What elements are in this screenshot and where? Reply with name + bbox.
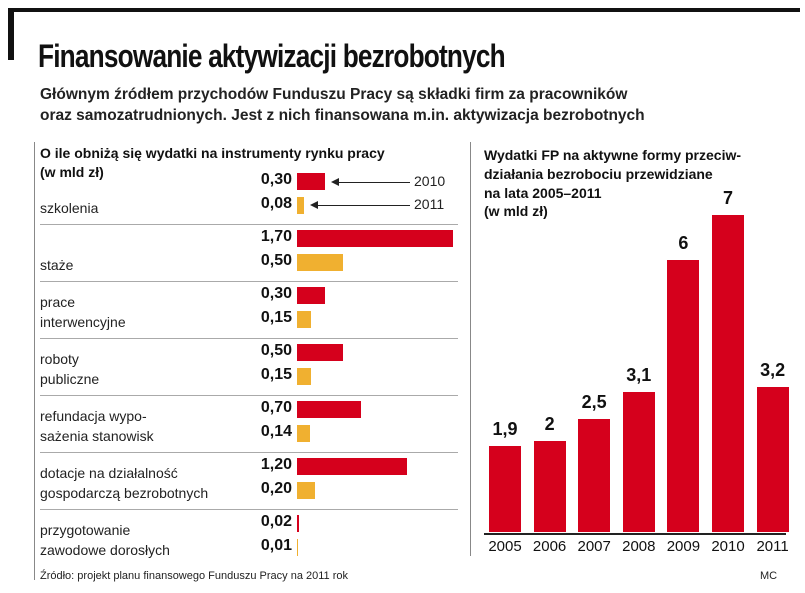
value-label: 0,15 [260, 366, 292, 383]
legend-arrowhead [330, 178, 339, 186]
bar [297, 515, 299, 532]
bar [297, 425, 310, 442]
category-label: dotacje na działalność gospodarczą bezro… [40, 465, 209, 501]
x-tick-label: 2010 [711, 538, 745, 555]
bar [578, 418, 611, 532]
category-label: roboty publiczne [40, 351, 100, 387]
value-label: 2 [544, 414, 555, 435]
legend-label: 2010 [414, 173, 446, 189]
bar [489, 445, 521, 532]
x-tick-label: 2007 [577, 538, 611, 555]
bar [297, 539, 298, 556]
bar [756, 387, 789, 532]
x-axis [484, 533, 786, 535]
x-tick-label: 2005 [488, 538, 522, 555]
value-label: 0,70 [260, 399, 292, 416]
right-unit: (w mld zł) [484, 203, 548, 219]
row-divider [40, 281, 458, 282]
bar [297, 197, 305, 214]
legend-arrowhead [310, 201, 319, 209]
value-label: 0,01 [260, 537, 292, 554]
value-label: 0,20 [260, 480, 292, 497]
value-label: 0,14 [260, 423, 292, 440]
category-label: przygotowanie zawodowe dorosłych [40, 522, 170, 558]
bar [297, 173, 325, 190]
value-label: 2,5 [581, 391, 607, 412]
bar [712, 215, 744, 532]
value-label: 0,15 [260, 309, 292, 326]
value-label: 0,02 [260, 513, 292, 530]
bar [297, 254, 343, 271]
left-unit: (w mld zł) [40, 164, 104, 180]
value-label: 6 [678, 233, 689, 254]
corner-left [8, 8, 14, 60]
legend-label: 2011 [414, 196, 445, 212]
legend-arrow [316, 205, 410, 206]
separator [470, 142, 471, 556]
value-label: 0,50 [260, 342, 292, 359]
row-divider [40, 338, 458, 339]
value-label: 1,9 [492, 418, 518, 439]
value-label: 3,2 [760, 360, 786, 381]
value-label: 0,08 [260, 195, 292, 212]
x-tick-label: 2006 [532, 538, 567, 555]
value-label: 7 [722, 188, 733, 208]
bar [297, 344, 343, 361]
title: Finansowanie aktywizacji bezrobotnych [38, 38, 506, 74]
legend-arrow [336, 182, 410, 183]
bar [533, 441, 566, 532]
credit: MC [760, 570, 778, 582]
row-divider [40, 395, 458, 396]
value-label: 0,50 [260, 252, 292, 269]
bar [297, 401, 362, 418]
value-label: 1,70 [260, 228, 292, 245]
bar [297, 230, 453, 247]
category-label: refundacja wypo- sażenia stanowisk [40, 408, 154, 444]
value-label: 3,1 [626, 364, 652, 385]
bar [297, 368, 311, 385]
source: Źródło: projekt planu finansowego Fundus… [40, 570, 348, 582]
corner-top [8, 8, 800, 12]
x-tick-label: 2009 [666, 538, 701, 555]
left-title: O ile obniżą się wydatki na instrumenty … [40, 145, 385, 161]
value-label: 0,30 [260, 285, 292, 302]
bar [297, 458, 408, 475]
value-label: 1,20 [260, 456, 292, 473]
bar [297, 287, 325, 304]
right-title: Wydatki FP na aktywne formy przeciw- dzi… [484, 147, 742, 201]
value-label: 0,30 [260, 171, 292, 188]
x-tick-label: 2008 [622, 538, 656, 555]
row-divider [40, 224, 458, 225]
category-label: prace interwencyjne [40, 294, 126, 330]
frame-line [34, 142, 35, 580]
bar [667, 260, 700, 532]
bar [297, 482, 316, 499]
row-divider [40, 509, 458, 510]
row-divider [40, 452, 458, 453]
category-label: staże [40, 257, 74, 273]
bar [297, 311, 311, 328]
bar [622, 391, 655, 532]
category-label: szkolenia [40, 200, 99, 216]
x-tick-label: 2011 [756, 538, 789, 555]
subtitle: Głównym źródłem przychodów Funduszu Prac… [40, 86, 645, 124]
